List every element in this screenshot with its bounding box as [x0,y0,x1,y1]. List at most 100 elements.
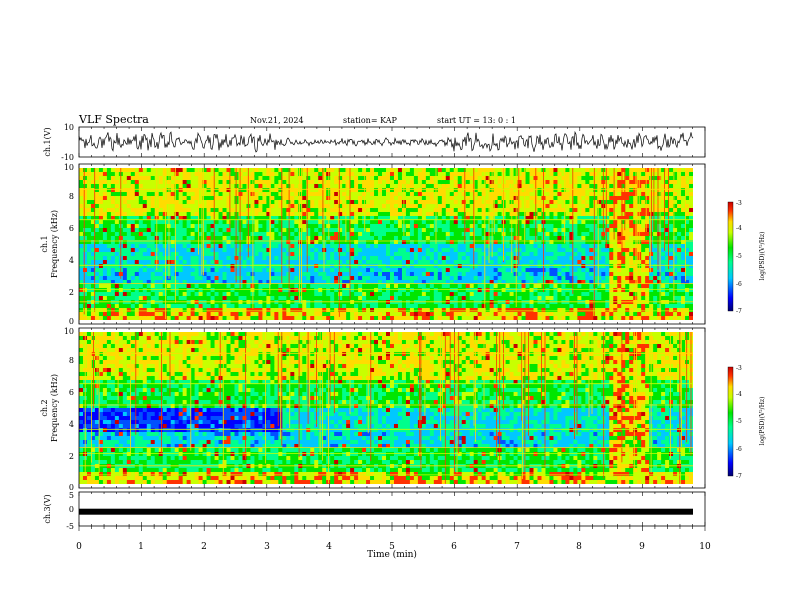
spectrogram-cell [585,264,590,269]
spectrogram-cell [409,176,415,181]
spectrogram-cell [513,292,518,297]
spectrogram-cell [354,208,359,213]
spectrogram-cell [158,220,164,225]
spectrogram-cell [230,272,235,277]
spectrogram-cell [318,268,323,273]
spectrogram-cell [130,304,136,309]
spectrogram-cell [374,212,379,217]
spectrogram-cell [366,172,371,177]
spectrogram-cell [174,172,180,177]
spectrogram-cell [334,232,339,237]
spectrogram-cell [517,300,522,305]
spectrogram-cell [529,276,534,281]
spectrogram-cell [533,280,538,285]
spectrogram-cell [342,288,347,293]
spectrogram-cell [513,308,518,313]
spectrogram-cell [378,252,383,257]
spectrogram-cell [262,208,267,213]
spectrogram-cell [366,232,371,237]
spectrogram-cell [294,208,299,213]
spectrogram-cell [322,216,327,221]
spectrogram-cell [346,268,351,273]
spectrogram-cell [274,232,279,237]
spectrogram-cell [378,272,383,277]
spectrogram-cell [433,304,439,309]
spectrogram-cell [557,260,562,265]
spectrogram-cell [573,224,578,229]
spectrogram-cell [409,252,415,257]
spectrogram-cell [537,240,542,245]
spectrogram-cell [585,252,590,257]
spectrogram-cell [166,288,172,293]
spectrogram-cell [294,244,299,249]
spectrogram-cell [429,280,435,285]
spectrogram-cell [274,252,279,257]
spectrogram-cell [481,252,487,257]
spectrogram-cell [342,316,347,320]
spectrogram-cell [182,240,188,245]
spectrogram-cell [318,200,323,205]
spectrogram-cell [386,264,391,269]
spectrogram-cell [549,260,554,265]
spectrogram-cell [509,276,514,281]
spectrogram-cell [485,184,491,189]
spectrogram-cell [597,236,602,241]
spectrogram-cell [449,288,455,293]
spectrogram-cell [545,216,550,221]
spectrogram-cell [417,300,423,305]
spectrogram-cell [314,180,319,185]
spectrogram-cell [146,280,152,285]
spectrogram-cell [350,228,355,233]
spectrogram-cell [82,188,88,193]
spectrogram-cell [477,244,483,249]
spectrogram-cell [94,212,100,217]
spectrogram-cell [226,236,231,241]
spectrogram-cell [82,292,88,297]
spectrogram-cell [597,284,602,289]
spectrogram-cell [342,200,347,205]
spectrogram-cell [114,220,120,225]
spectrogram-cell [581,260,586,265]
spectrogram-cell [569,204,574,209]
spectrogram-cell [453,268,459,273]
spectrogram-cell [110,308,116,313]
spectrogram-cell [421,172,427,177]
spectrogram-cell [210,204,215,209]
spectrogram-cell [441,216,447,221]
spectrogram-cell [86,236,92,241]
spectrogram-cell [569,236,574,241]
spectrogram-cell [282,204,287,209]
spectrogram-cell [501,296,507,301]
spectrogram-cell [553,172,558,177]
spectrogram-cell [386,216,391,221]
spectrogram-cell [445,180,451,185]
spectrogram-cell [242,232,247,237]
spectrogram-cell [573,272,578,277]
spectrogram-cell [342,248,347,253]
spectrogram-cell [150,300,156,305]
spectrogram-cell [405,260,411,265]
spectrogram-cell [122,256,128,261]
spectrogram-cell [593,252,598,257]
spectrogram-cell [234,296,239,301]
spectrogram-cell [170,256,176,261]
spectrogram-cell [386,244,391,249]
spectrogram-cell [274,172,279,177]
spectrogram-cell [82,208,88,213]
spectrogram-cell [393,196,399,201]
spectrogram-cell [138,248,144,253]
spectrogram-cell [190,300,196,305]
spectrogram-cell [326,248,331,253]
spectrogram-cell [561,292,566,297]
spectrogram-cell [174,184,180,189]
spectrogram-cell [469,292,475,297]
spectrogram-cell [477,220,483,225]
spectrogram-cell [262,244,267,249]
spectrogram-cell [122,252,128,257]
spectrogram-cell [557,216,562,221]
spectrogram-cell [326,272,331,277]
spectrogram-cell [122,212,128,217]
spectrogram-cell [174,180,180,185]
spectrogram-cell [178,284,184,289]
spectrogram-cell [465,196,471,201]
